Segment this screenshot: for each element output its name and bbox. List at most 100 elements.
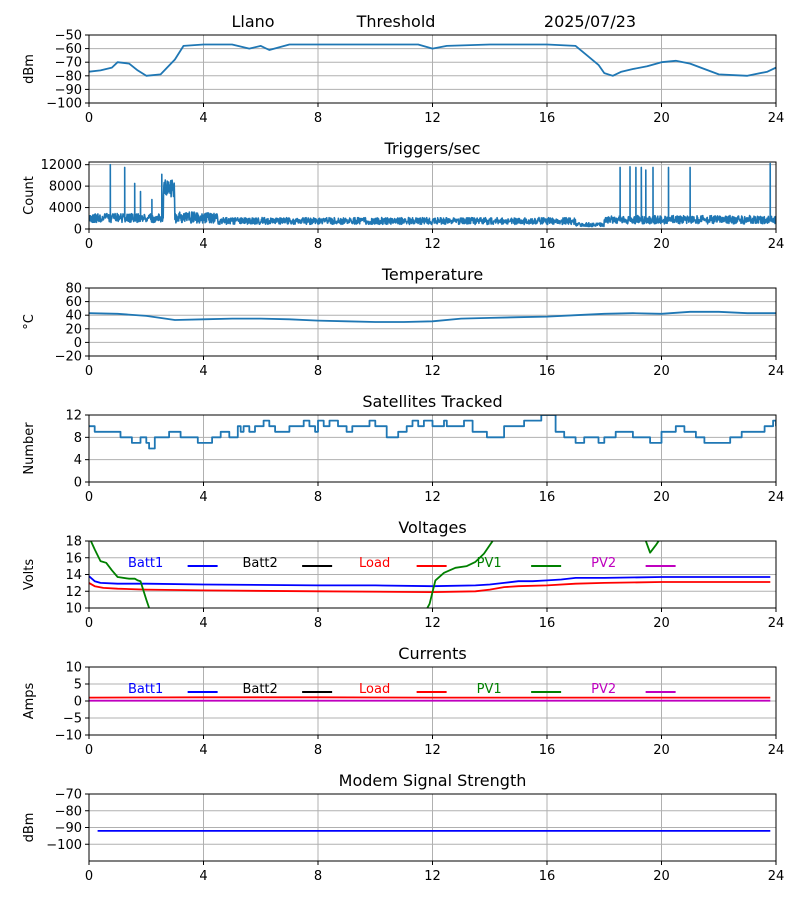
chart-title: Satellites Tracked bbox=[362, 392, 502, 411]
y-tick-label: 0 bbox=[74, 476, 82, 491]
x-tick-label: 12 bbox=[424, 743, 441, 758]
header-site: Llano bbox=[231, 12, 274, 31]
x-tick-label: 0 bbox=[85, 237, 93, 252]
x-tick-label: 8 bbox=[314, 237, 322, 252]
x-tick-label: 16 bbox=[539, 237, 556, 252]
chart-title: Temperature bbox=[381, 265, 483, 284]
y-tick-label: 12 bbox=[65, 585, 82, 600]
y-tick-label: 10 bbox=[65, 602, 82, 617]
series-line bbox=[89, 310, 776, 323]
x-tick-label: 16 bbox=[539, 490, 556, 505]
x-tick-label: 24 bbox=[768, 490, 785, 505]
x-tick-label: 8 bbox=[314, 490, 322, 505]
chart-title: Currents bbox=[398, 644, 466, 663]
y-tick-label: 12000 bbox=[41, 158, 82, 173]
y-tick-label: −20 bbox=[55, 350, 82, 365]
header-label: Threshold bbox=[356, 12, 436, 31]
y-axis-label: Number bbox=[22, 422, 37, 475]
y-tick-label: −10 bbox=[55, 729, 82, 744]
y-tick-label: 0 bbox=[74, 336, 82, 351]
y-tick-label: −80 bbox=[55, 804, 82, 819]
chart-currents: 0 4 8 12 16 20 24 −10 −5 0 5 10 Currents Amps Batt1 Bat… bbox=[22, 644, 784, 758]
x-tick-label: 8 bbox=[314, 616, 322, 631]
x-tick-label: 20 bbox=[653, 490, 670, 505]
x-tick-label: 16 bbox=[539, 364, 556, 379]
x-tick-label: 4 bbox=[199, 237, 207, 252]
y-tick-label: 4000 bbox=[49, 201, 82, 216]
x-tick-label: 0 bbox=[85, 616, 93, 631]
y-tick-label: −80 bbox=[55, 69, 82, 84]
header: Llano Threshold 2025/07/23 bbox=[231, 12, 636, 31]
header-date: 2025/07/23 bbox=[544, 12, 636, 31]
x-tick-label: 4 bbox=[199, 364, 207, 379]
x-tick-label: 8 bbox=[314, 743, 322, 758]
x-tick-label: 0 bbox=[85, 869, 93, 884]
y-axis-label: °C bbox=[22, 314, 37, 330]
x-tick-label: 8 bbox=[314, 364, 322, 379]
legend-label: Load bbox=[359, 556, 390, 571]
y-tick-label: 0 bbox=[74, 223, 82, 238]
x-tick-label: 20 bbox=[653, 364, 670, 379]
series-line-pv1 bbox=[89, 541, 660, 608]
x-tick-label: 4 bbox=[199, 616, 207, 631]
x-tick-label: 12 bbox=[424, 237, 441, 252]
legend-label: Batt1 bbox=[128, 682, 163, 697]
x-tick-label: 4 bbox=[199, 490, 207, 505]
y-tick-label: −90 bbox=[55, 821, 82, 836]
x-tick-label: 12 bbox=[424, 616, 441, 631]
legend-label: Load bbox=[359, 682, 390, 697]
y-tick-label: 40 bbox=[65, 309, 82, 324]
y-tick-label: 10 bbox=[65, 661, 82, 676]
x-tick-label: 12 bbox=[424, 869, 441, 884]
series-line bbox=[89, 415, 776, 450]
x-tick-label: 20 bbox=[653, 616, 670, 631]
x-tick-label: 8 bbox=[314, 869, 322, 884]
y-tick-label: −100 bbox=[46, 838, 82, 853]
x-tick-label: 24 bbox=[768, 111, 785, 126]
legend-label: PV1 bbox=[477, 682, 502, 697]
y-axis-label: Volts bbox=[22, 559, 37, 591]
legend-label: PV1 bbox=[477, 556, 502, 571]
x-tick-label: 0 bbox=[85, 364, 93, 379]
y-tick-label: 60 bbox=[65, 295, 82, 310]
chart-modem: 0 4 8 12 16 20 24 −100 −90 −80−70 Modem Signal Str… bbox=[22, 771, 784, 884]
x-tick-label: 4 bbox=[199, 869, 207, 884]
x-tick-label: 16 bbox=[539, 111, 556, 126]
x-tick-label: 16 bbox=[539, 869, 556, 884]
series-line-batt1 bbox=[89, 575, 771, 588]
y-tick-label: 0 bbox=[74, 695, 82, 710]
series-line bbox=[89, 43, 776, 77]
legend-label: Batt2 bbox=[242, 682, 277, 697]
y-tick-label: −5 bbox=[63, 712, 82, 727]
x-tick-label: 20 bbox=[653, 111, 670, 126]
y-axis-label: Count bbox=[22, 176, 37, 215]
series-line-load bbox=[89, 581, 771, 593]
chart-triggers: 0 4 8 12 16 20 24 0 4000 8000 12000 Triggers/sec Cou… bbox=[22, 139, 784, 252]
chart-threshold: 0 4 8 12 16 20 24 −100−90−80−70−60−50 dBm bbox=[22, 29, 784, 127]
x-tick-label: 0 bbox=[85, 743, 93, 758]
x-tick-label: 16 bbox=[539, 743, 556, 758]
x-tick-label: 24 bbox=[768, 364, 785, 379]
y-tick-label: 4 bbox=[74, 453, 82, 468]
x-tick-label: 12 bbox=[424, 111, 441, 126]
chart-title: Modem Signal Strength bbox=[339, 771, 527, 790]
y-tick-label: 5 bbox=[74, 678, 82, 693]
y-tick-label: −70 bbox=[55, 56, 82, 71]
y-axis-label: Amps bbox=[22, 682, 37, 719]
x-tick-label: 24 bbox=[768, 743, 785, 758]
legend-label: Batt2 bbox=[242, 556, 277, 571]
y-tick-label: 80 bbox=[65, 282, 82, 297]
y-tick-label: 18 bbox=[65, 535, 82, 550]
y-tick-label: 14 bbox=[65, 568, 82, 583]
x-tick-label: 20 bbox=[653, 237, 670, 252]
x-tick-label: 24 bbox=[768, 616, 785, 631]
legend-label: Batt1 bbox=[128, 556, 163, 571]
x-tick-label: 8 bbox=[314, 111, 322, 126]
y-axis-label: dBm bbox=[22, 813, 37, 843]
series-line bbox=[89, 162, 776, 228]
y-tick-label: 8000 bbox=[49, 180, 82, 195]
